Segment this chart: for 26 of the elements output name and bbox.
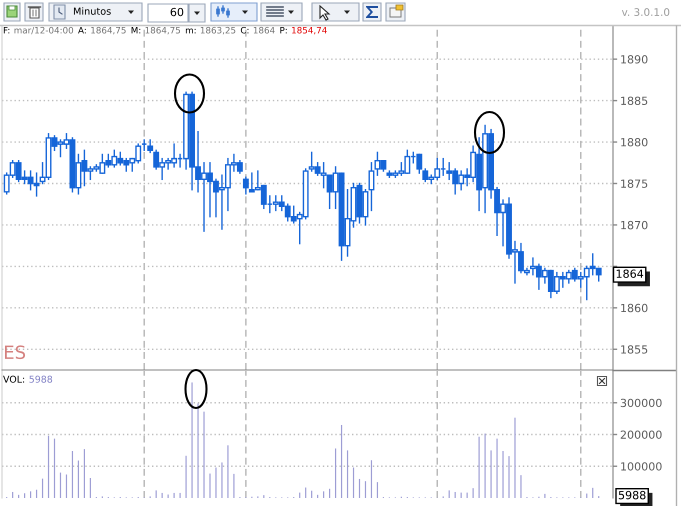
- text: v. 3.0.1.0: [622, 8, 670, 16]
- text: 60: [170, 8, 184, 16]
- annotation: m: 1863,25: [186, 26, 236, 34]
- y-tick-label: 200000: [620, 430, 662, 439]
- candlestick: [147, 139, 154, 154]
- y-tick-label: 300000: [620, 398, 662, 408]
- y-tick-label: 1860: [621, 304, 648, 312]
- y-tick-label: 1870: [621, 220, 648, 230]
- y-tick-label: 100000: [621, 462, 662, 471]
- annotation: 1864: [616, 269, 644, 278]
- annotation: P: 1854,74: [280, 26, 327, 34]
- annotation: 5988: [618, 490, 646, 500]
- y-tick-label: 1875: [621, 179, 648, 188]
- annotation: F: mar/12-04:00: [4, 26, 74, 34]
- annotation: M: 1864,75: [132, 26, 180, 34]
- text: Minutos: [74, 7, 111, 15]
- annotation: VOL: 5988: [3, 376, 52, 383]
- y-tick-label: 1885: [621, 96, 648, 105]
- annotation: C: 1864: [240, 26, 275, 34]
- y-tick-label: 1880: [621, 138, 648, 146]
- y-tick-label: 1855: [621, 345, 648, 354]
- annotation: ES: [4, 345, 26, 360]
- annotation: A: 1864,75: [78, 26, 126, 34]
- candlestick: [368, 162, 374, 212]
- y-tick-label: 1890: [621, 55, 648, 64]
- candlestick: [242, 176, 249, 195]
